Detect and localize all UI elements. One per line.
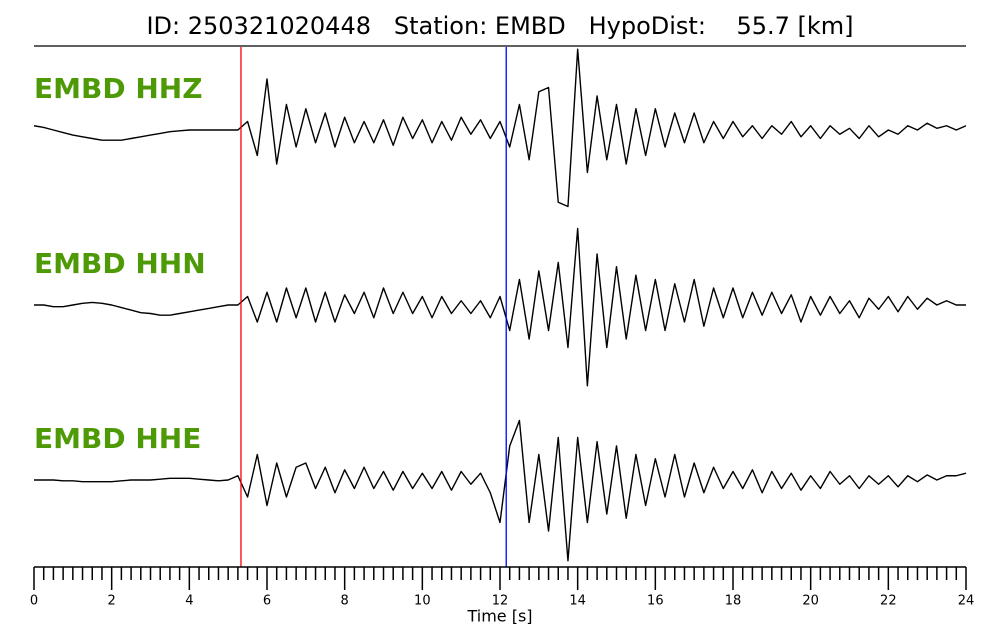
x-tick-label: 20: [802, 594, 819, 609]
x-tick-label: 12: [492, 594, 509, 609]
x-tick-label: 4: [185, 594, 193, 609]
x-tick-label: 14: [569, 594, 586, 609]
trace-label: EMBD HHE: [34, 422, 201, 455]
trace-label: EMBD HHZ: [34, 72, 203, 105]
x-tick-label: 22: [880, 594, 897, 609]
x-tick-label: 24: [958, 594, 975, 609]
x-tick-label: 6: [263, 594, 271, 609]
x-tick-label: 0: [30, 594, 38, 609]
x-axis-label: Time [s]: [466, 607, 532, 626]
chart-title: ID: 250321020448 Station: EMBD HypoDist:…: [146, 12, 853, 40]
x-tick-label: 2: [108, 594, 116, 609]
waveform: [34, 227, 966, 387]
x-tick-label: 18: [725, 594, 742, 609]
waveform: [33, 48, 967, 208]
x-tick-label: 8: [341, 594, 349, 609]
waveform: [34, 419, 967, 562]
x-tick-label: 10: [414, 594, 431, 609]
x-tick-label: 16: [647, 594, 664, 609]
trace-label: EMBD HHN: [34, 247, 206, 280]
